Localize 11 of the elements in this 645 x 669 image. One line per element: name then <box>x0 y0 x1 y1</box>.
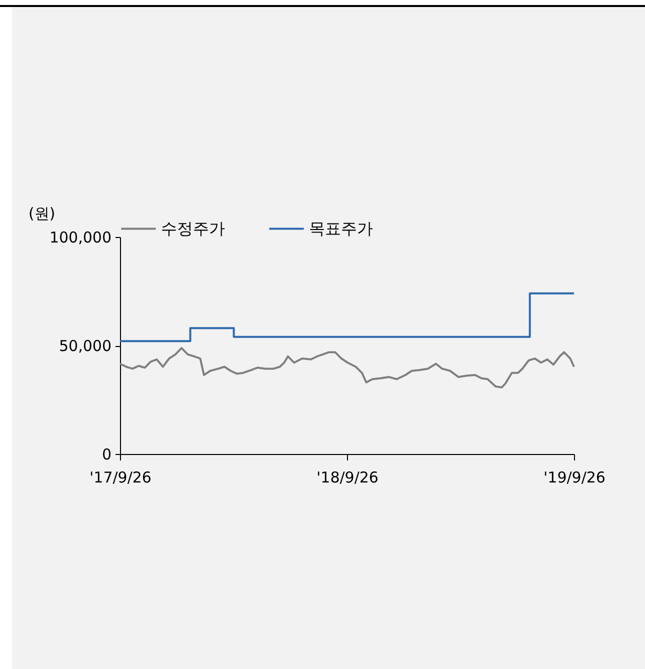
x-tick-label: '18/9/26 <box>316 468 378 486</box>
y-tick-label: 100,000 <box>49 228 112 246</box>
x-tick-label: '17/9/26 <box>90 468 152 486</box>
y-tick-label: 0 <box>102 446 112 464</box>
y-axis-title: (원) <box>28 204 56 222</box>
legend-label: 목표주가 <box>309 218 373 238</box>
y-tick-label: 50,000 <box>59 337 112 355</box>
x-tick-label: '19/9/26 <box>544 468 606 486</box>
legend-label: 수정주가 <box>161 218 225 238</box>
line-series <box>119 292 575 342</box>
line-series <box>119 347 575 388</box>
